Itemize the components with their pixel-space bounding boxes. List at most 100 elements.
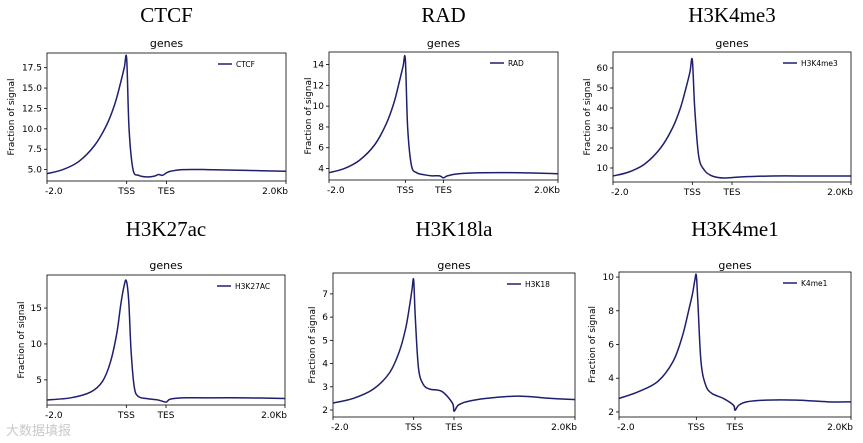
series-line-H3K27AC	[46, 279, 286, 403]
y-tick-label: 10.0	[22, 125, 42, 135]
chart-panel-3: H3K27ac genes 5 10 15 -2.0 TSS TES 2.0Kb Fraction…	[17, 217, 287, 421]
chart-title: CTCF	[140, 3, 193, 27]
y-tick-label: 14	[313, 60, 325, 70]
y-tick-label: 60	[597, 64, 609, 74]
x-tick-label: TSS	[396, 186, 414, 196]
y-tick-label: 10	[597, 164, 609, 174]
y-tick-label: 3	[322, 383, 328, 393]
y-axis-label: Fraction of signal	[304, 78, 314, 155]
legend-label: H3K4me3	[801, 59, 838, 68]
x-tick-label: TES	[445, 423, 463, 433]
y-axis-label: Fraction of signal	[588, 306, 598, 383]
x-tick-label: 2.0Kb	[261, 411, 287, 421]
chart-panel-1: RAD genes 4 6 8 10 12 14 -2.0 TSS TES 2.0Kb Fraction…	[304, 3, 560, 196]
chart-subtitle: genes	[437, 259, 470, 272]
y-axis-label: Fraction of signal	[17, 302, 27, 379]
y-tick-label: 10	[313, 102, 325, 112]
series-line-CTCF	[46, 54, 287, 178]
y-tick-label: 8	[608, 307, 614, 317]
x-tick-label: TES	[723, 188, 741, 198]
watermark: 大数据填报	[6, 424, 72, 439]
x-tick-label: 2.0Kb	[551, 423, 577, 433]
chart-panel-4: H3K18la genes 2 3 4 5 6 7 -2.0 TSS TES 2.0Kb Fractio…	[308, 217, 577, 433]
y-tick-label: 6	[322, 313, 328, 323]
y-tick-label: 50	[597, 84, 609, 94]
plot-frame	[618, 271, 852, 418]
y-tick-label: 5.0	[28, 166, 43, 176]
y-tick-label: 2	[322, 406, 328, 416]
plot-frame	[46, 274, 286, 406]
y-tick-label: 5	[322, 336, 328, 346]
y-tick-label: 40	[597, 104, 609, 114]
x-tick-label: 2.0Kb	[827, 423, 853, 433]
chart-title: H3K4me3	[688, 3, 776, 27]
plot-frame	[612, 51, 852, 183]
x-tick-label: -2.0	[331, 423, 349, 433]
x-tick-label: TES	[157, 187, 175, 197]
x-tick-label: TSS	[683, 188, 701, 198]
y-tick-label: 30	[597, 124, 609, 134]
x-tick-label: TSS	[404, 423, 422, 433]
plot-frame	[332, 272, 576, 418]
x-tick-label: -2.0	[45, 411, 63, 421]
y-tick-label: 7.5	[28, 145, 42, 155]
y-tick-label: 10	[31, 340, 43, 350]
legend-label: K4me1	[801, 279, 828, 288]
chart-subtitle: genes	[149, 259, 182, 272]
series-line-H3K18	[332, 278, 576, 412]
series-line-H3K4me3	[612, 57, 851, 179]
y-tick-label: 4	[322, 360, 328, 370]
chart-panel-0: CTCF genes 5.0 7.5 10.0 12.5 15.0 17.5 -2.0 TSS TE…	[7, 3, 288, 197]
y-tick-label: 4	[318, 165, 324, 175]
legend-label: H3K27AC	[235, 282, 270, 291]
plot-frame	[328, 51, 559, 181]
x-tick-label: 2.0Kb	[534, 186, 560, 196]
x-tick-label: -2.0	[611, 188, 629, 198]
chart-subtitle: genes	[718, 259, 751, 272]
x-tick-label: -2.0	[327, 186, 345, 196]
chart-title: H3K4me1	[691, 217, 779, 241]
y-tick-label: 20	[597, 144, 609, 154]
legend-label: H3K18	[525, 280, 550, 289]
x-tick-label: 2.0Kb	[827, 188, 853, 198]
y-tick-label: 15.0	[22, 84, 42, 94]
y-tick-label: 7	[322, 290, 328, 300]
y-axis-label: Fraction of signal	[583, 79, 593, 156]
y-tick-label: 2	[608, 408, 614, 418]
y-tick-label: 8	[318, 123, 324, 133]
legend-label: RAD	[508, 59, 524, 68]
x-tick-label: TES	[434, 186, 452, 196]
chart-panel-5: H3K4me1 genes 2 4 6 8 10 -2.0 TSS TES 2.0Kb Fractio…	[588, 217, 853, 433]
plot-frame	[46, 52, 287, 182]
x-tick-label: -2.0	[45, 187, 63, 197]
chart-subtitle: genes	[150, 37, 183, 50]
y-tick-label: 6	[608, 341, 614, 351]
series-line-RAD	[328, 54, 559, 179]
y-tick-label: 12.5	[22, 104, 42, 114]
y-axis-label: Fraction of signal	[308, 307, 318, 384]
y-axis-label: Fraction of signal	[7, 79, 17, 156]
y-tick-label: 6	[318, 144, 324, 154]
chart-subtitle: genes	[427, 37, 460, 50]
chart-panel-2: H3K4me3 genes 10 20 30 40 50 60 -2.0 TSS TES 2.0Kb F…	[583, 3, 853, 198]
x-tick-label: -2.0	[617, 423, 635, 433]
y-tick-label: 4	[608, 374, 614, 384]
chart-title: RAD	[421, 3, 465, 27]
x-tick-label: TSS	[687, 423, 705, 433]
chart-subtitle: genes	[715, 37, 748, 50]
series-line-K4me1	[618, 273, 852, 412]
x-tick-label: 2.0Kb	[262, 187, 288, 197]
x-tick-label: TSS	[117, 411, 135, 421]
x-tick-label: TSS	[117, 187, 135, 197]
y-tick-label: 15	[31, 304, 42, 314]
legend-label: CTCF	[236, 60, 255, 69]
chart-title: H3K18la	[416, 217, 494, 241]
x-tick-label: TES	[157, 411, 175, 421]
y-tick-label: 17.5	[22, 64, 42, 74]
y-tick-label: 10	[603, 273, 615, 283]
y-tick-label: 12	[313, 81, 324, 91]
x-tick-label: TES	[726, 423, 744, 433]
y-tick-label: 5	[36, 376, 42, 386]
chart-title: H3K27ac	[126, 217, 206, 241]
